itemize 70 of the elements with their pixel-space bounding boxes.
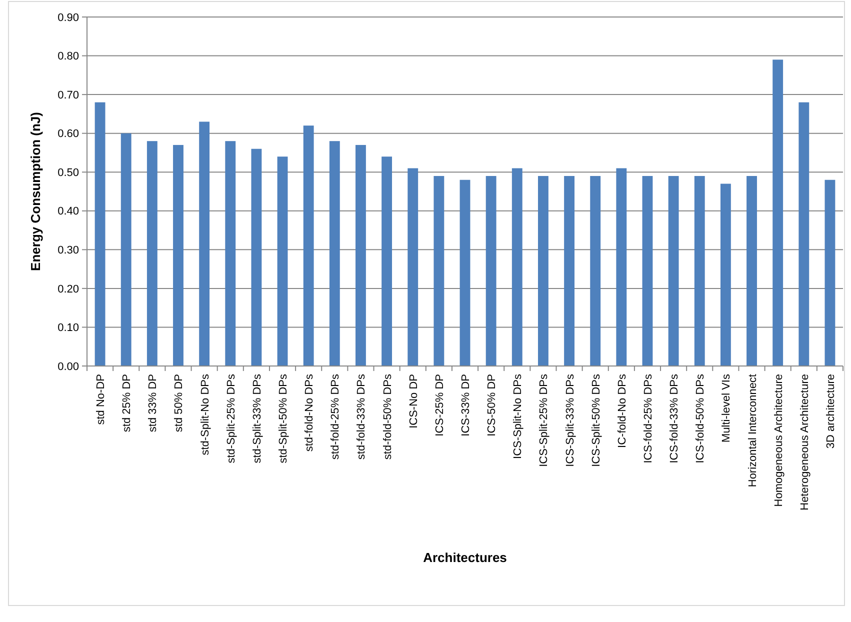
bar — [199, 122, 210, 366]
y-tick-label: 0.40 — [58, 206, 79, 218]
x-tick-label: std-Split-25% DPs — [225, 374, 238, 464]
bar — [434, 176, 444, 366]
bar — [460, 180, 470, 366]
x-axis-title: Architectures — [423, 550, 507, 565]
x-tick-label: std-fold-33% DPs — [356, 374, 368, 460]
x-tick-label: std-fold-50% DPs — [382, 374, 394, 460]
y-tick-label: 0.10 — [58, 322, 79, 334]
bar — [772, 60, 784, 366]
bar — [382, 156, 392, 366]
bar — [642, 176, 653, 366]
bar — [824, 180, 836, 366]
x-tick-label: Horizontal Interconnect — [746, 374, 759, 488]
bar — [616, 168, 627, 366]
x-tick-label: std 25% DP — [121, 374, 134, 432]
y-tick-label: 0.60 — [58, 128, 79, 140]
x-tick-label: std-fold-No DPs — [304, 374, 316, 452]
x-tick-label: std-Split-50% DPs — [278, 374, 290, 464]
x-tick-label: Homogeneous Architecture — [772, 374, 785, 507]
bar — [720, 184, 731, 366]
bar — [538, 176, 548, 366]
bar — [120, 133, 132, 366]
x-tick-label: ICS-Split-50% DPs — [590, 374, 602, 467]
x-tick-label: ICS-50% DP — [486, 374, 498, 436]
x-tick-label: ICS-25% DP — [434, 374, 446, 436]
bar — [329, 141, 340, 366]
x-tick-label: IC-fold-No DPs — [616, 374, 628, 448]
bar — [798, 102, 810, 366]
y-tick-label: 0.80 — [58, 50, 79, 63]
x-tick-label: std 50% DP — [173, 374, 186, 432]
bar — [94, 102, 106, 366]
x-tick-label: ICS-33% DP — [460, 374, 472, 436]
x-tick-label: ICS-fold-25% DPs — [642, 374, 654, 464]
y-tick-label: 0.90 — [58, 12, 79, 24]
bar — [512, 168, 522, 366]
bar — [408, 168, 418, 366]
y-tick-label: 0.20 — [58, 283, 79, 296]
x-tick-label: ICS-Split-25% DPs — [538, 374, 550, 467]
bar — [356, 144, 366, 366]
y-tick-label: 0.50 — [58, 166, 79, 179]
y-tick-label: 0.30 — [58, 244, 79, 257]
x-tick-label: ICS-Split-No DPs — [512, 374, 524, 459]
x-tick-label: Multi-level VIs — [720, 374, 733, 442]
x-tick-label: std-Split-33% DPs — [251, 374, 264, 464]
bar — [564, 176, 574, 366]
bar — [251, 148, 262, 366]
x-tick-label: ICS-No DP — [408, 374, 420, 428]
x-tick-label: std-fold-25% DPs — [330, 374, 342, 460]
x-tick-label: 3D architecture — [824, 374, 837, 449]
x-tick-label: std 33% DP — [147, 374, 160, 432]
bar — [746, 176, 757, 366]
bar — [486, 176, 496, 366]
x-tick-label: Heterogeneous Architecture — [798, 374, 811, 510]
bar — [225, 141, 236, 366]
bar — [173, 144, 184, 366]
bar — [590, 176, 601, 366]
y-tick-label: 0.00 — [58, 360, 79, 373]
bar — [146, 141, 158, 366]
bar — [668, 176, 679, 366]
y-axis-title: Energy Consumption (nJ) — [28, 112, 43, 271]
bar — [303, 126, 314, 366]
x-tick-label: std No-DP — [95, 374, 108, 425]
x-tick-label: ICS-fold-33% DPs — [668, 374, 681, 464]
bar — [694, 176, 705, 366]
y-tick-label: 0.70 — [58, 89, 79, 102]
x-tick-label: std-Split-No DPs — [199, 374, 212, 456]
x-tick-label: ICS-Split-33% DPs — [564, 374, 576, 467]
bar — [277, 156, 288, 366]
x-tick-label: ICS-fold-50% DPs — [694, 374, 707, 464]
